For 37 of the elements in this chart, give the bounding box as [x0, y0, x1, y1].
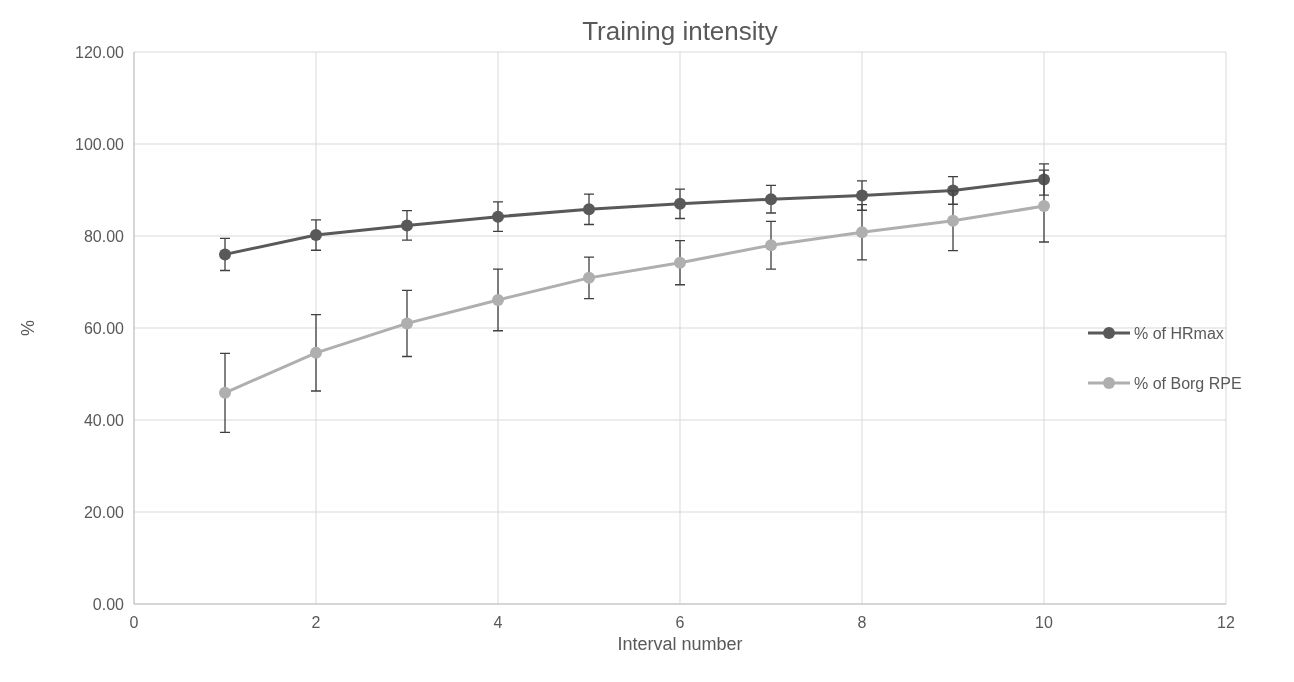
y-tick-label: 60.00 [83, 319, 125, 337]
point [401, 317, 413, 330]
chart-title: Training intensity [582, 16, 778, 46]
point [765, 239, 777, 252]
point [492, 210, 504, 223]
y-tick-label: 40.00 [83, 411, 125, 429]
point [583, 203, 595, 216]
x-tick-label: 6 [675, 614, 685, 631]
legend-label: % of HRmax [1134, 324, 1224, 342]
x-tick-label: 4 [493, 614, 503, 631]
point [674, 197, 686, 210]
legend-label: % of Borg RPE [1134, 374, 1242, 392]
point [219, 386, 231, 399]
y-axis-title: % [18, 319, 38, 337]
point [492, 293, 504, 306]
point [765, 193, 777, 206]
y-tick-label: 80.00 [83, 227, 125, 245]
point [583, 271, 595, 284]
x-tick-label: 2 [311, 614, 321, 631]
point [947, 214, 959, 227]
y-tick-label: 120.00 [75, 43, 125, 61]
point [856, 226, 868, 239]
point [310, 229, 322, 242]
point [856, 189, 868, 202]
x-tick-label: 0 [129, 614, 139, 631]
x-tick-label: 8 [857, 614, 867, 631]
point [1038, 200, 1050, 213]
x-axis-title: Interval number [617, 634, 743, 654]
point [219, 248, 231, 261]
y-tick-label: 0.00 [92, 595, 125, 613]
point [674, 256, 686, 269]
point [401, 219, 413, 232]
y-tick-label: 100.00 [75, 135, 125, 153]
x-tick-label: 12 [1217, 614, 1235, 631]
point [310, 346, 322, 359]
x-tick-label: 10 [1035, 614, 1053, 631]
y-tick-label: 20.00 [83, 503, 125, 521]
